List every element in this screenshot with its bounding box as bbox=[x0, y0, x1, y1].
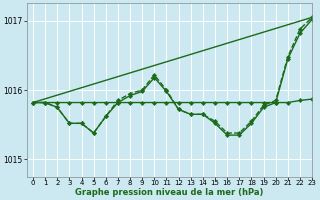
X-axis label: Graphe pression niveau de la mer (hPa): Graphe pression niveau de la mer (hPa) bbox=[75, 188, 264, 197]
